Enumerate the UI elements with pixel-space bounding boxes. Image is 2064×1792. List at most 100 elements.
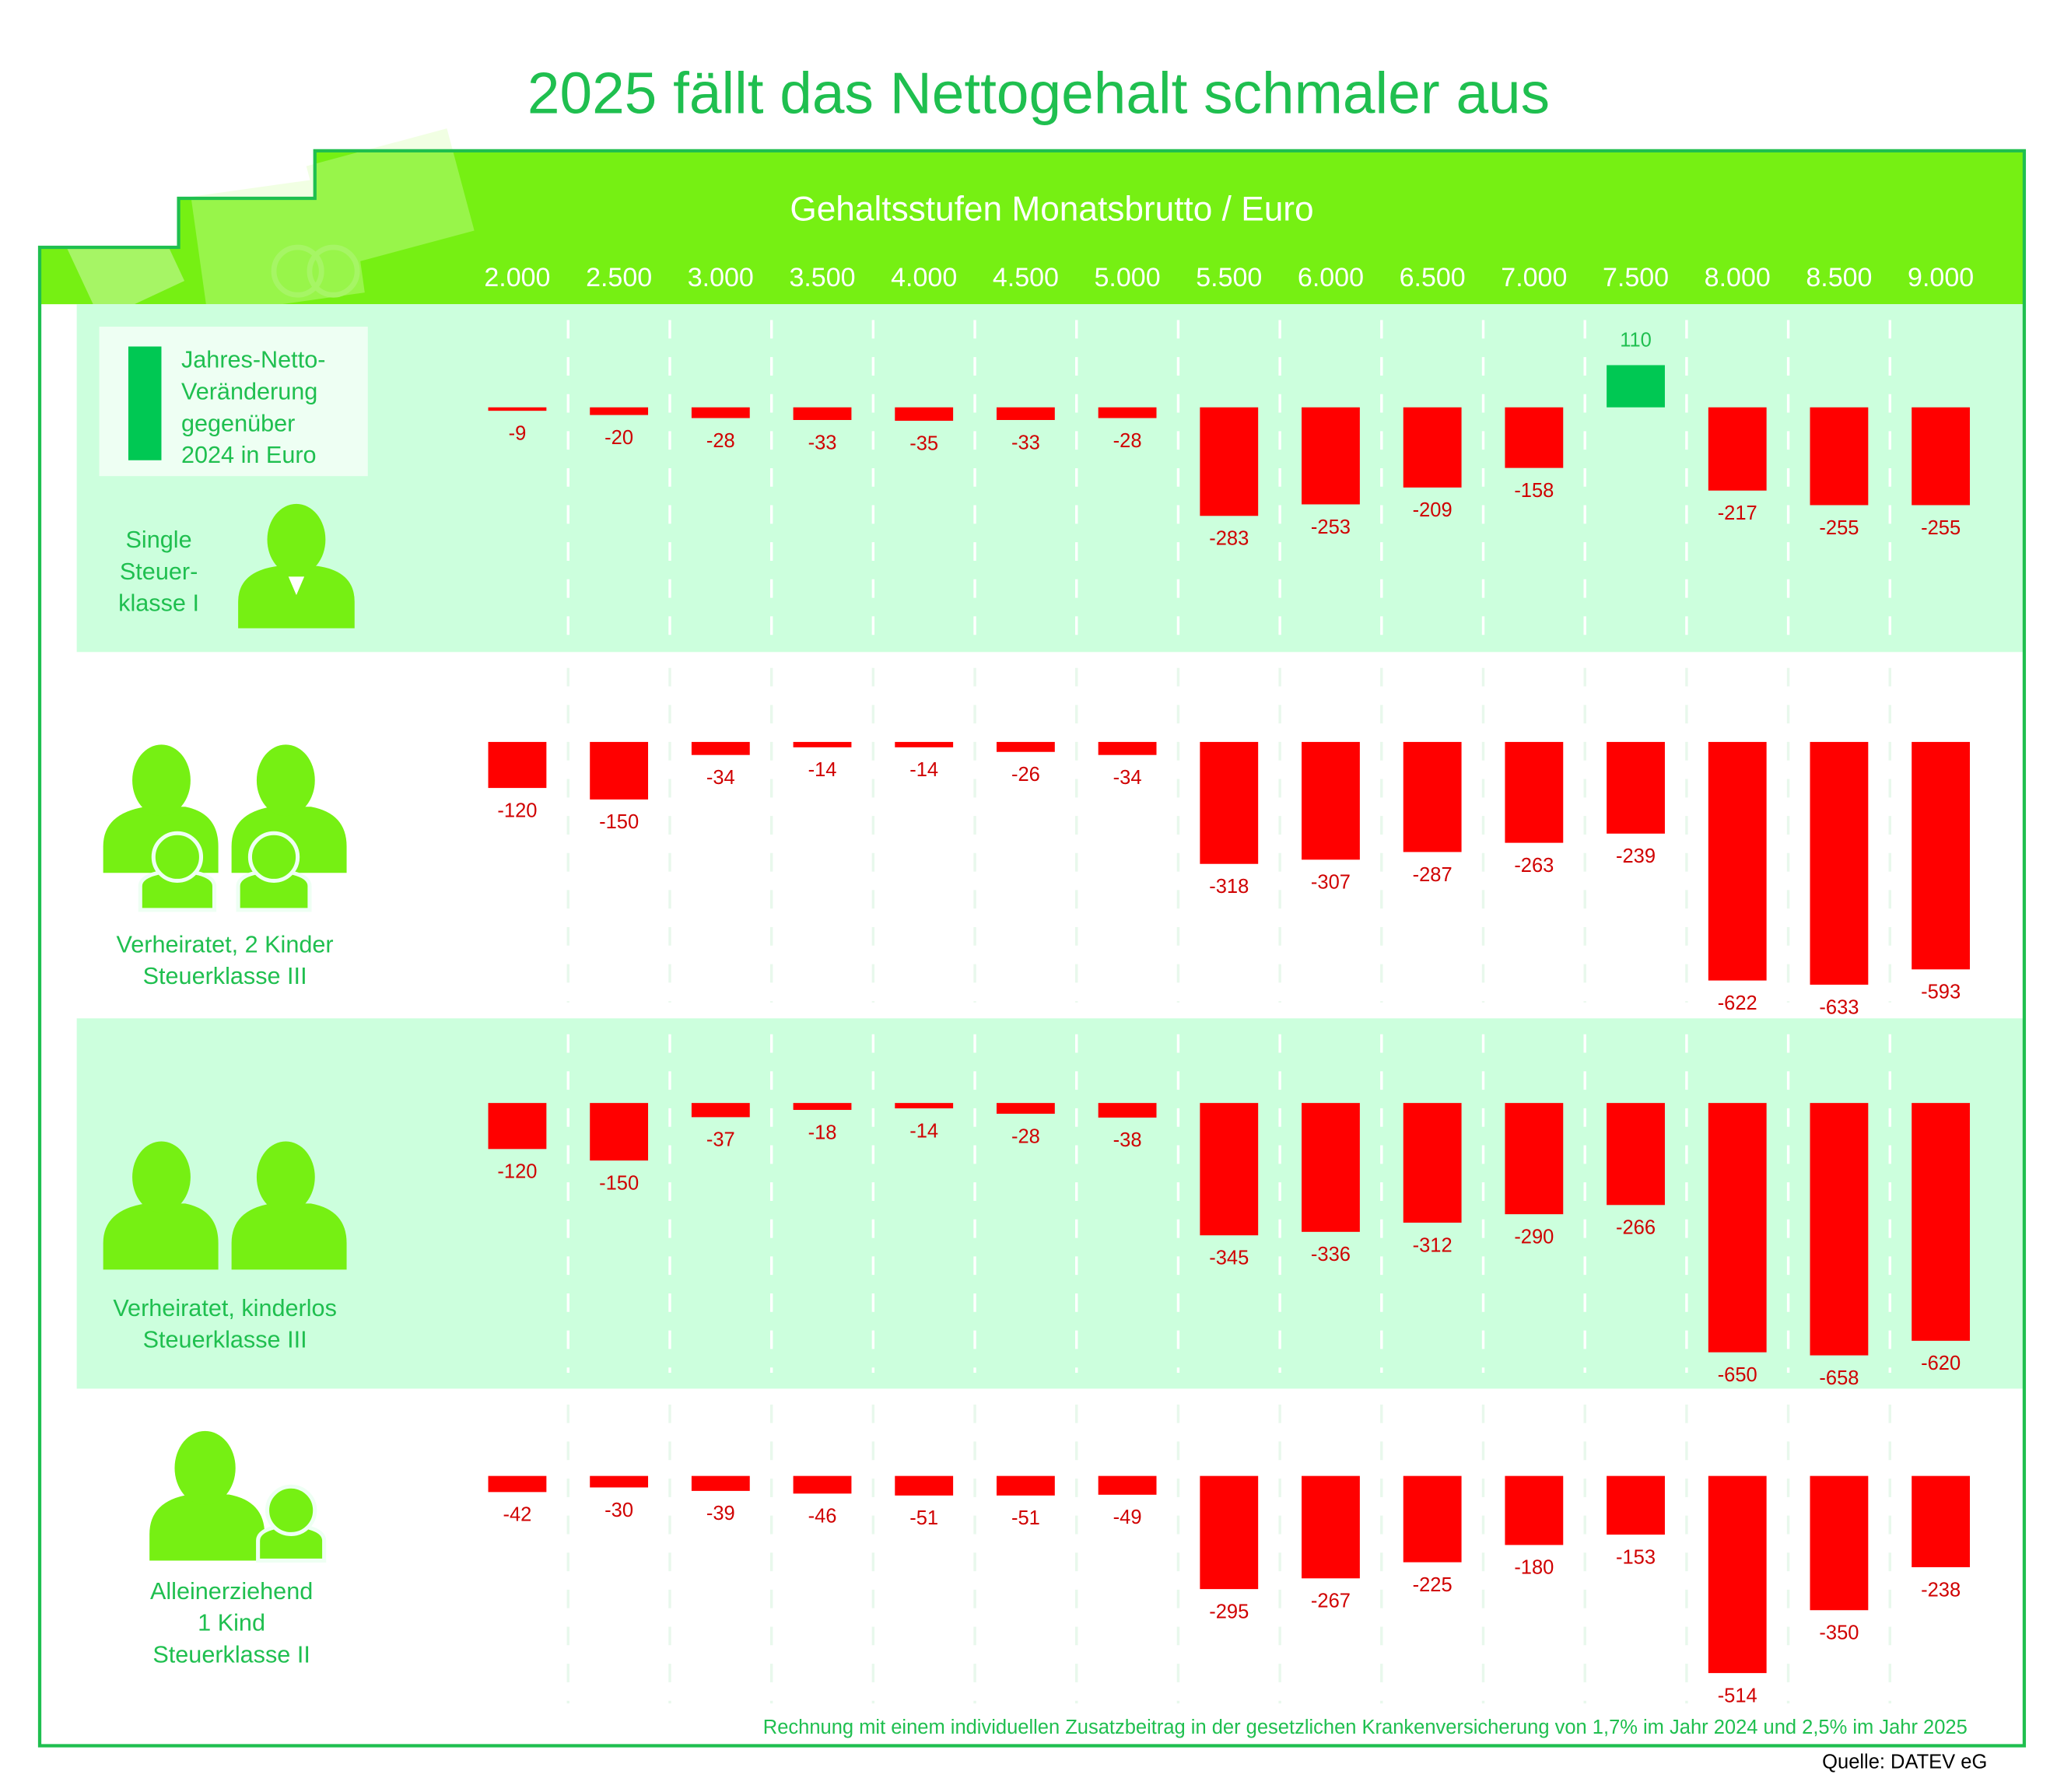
- x-tick-label: 2.000: [484, 263, 550, 292]
- bar: [996, 741, 1055, 752]
- x-tick-label: 6.000: [1298, 263, 1364, 292]
- frame: [37, 149, 2027, 1748]
- x-tick-label: 3.500: [789, 263, 855, 292]
- value-label: -312: [1413, 1234, 1453, 1256]
- bar: [1912, 407, 1971, 506]
- x-axis-title: Gehaltsstufen Monatsbrutto / Euro: [790, 191, 1313, 229]
- value-label: -180: [1514, 1557, 1554, 1579]
- x-tick-label: 3.000: [688, 263, 754, 292]
- value-label: -34: [706, 767, 735, 789]
- value-label: -209: [1413, 499, 1453, 521]
- value-label: -295: [1209, 1601, 1249, 1622]
- header-band: [40, 150, 2024, 305]
- x-tick-label: 5.000: [1095, 263, 1161, 292]
- value-label: -336: [1311, 1244, 1351, 1265]
- x-tick-label: 8.000: [1705, 263, 1771, 292]
- bar: [1810, 741, 1869, 985]
- value-label: -18: [808, 1122, 837, 1143]
- bar: [1810, 407, 1869, 506]
- value-label: -30: [604, 1500, 633, 1521]
- bar: [1708, 741, 1767, 981]
- bar: [488, 741, 547, 789]
- value-label: -350: [1819, 1622, 1859, 1644]
- value-label: -150: [599, 1172, 639, 1194]
- bar: [793, 1475, 852, 1494]
- icon-family: [103, 744, 347, 912]
- value-label: -283: [1209, 528, 1249, 550]
- bar: [1302, 1475, 1360, 1579]
- value-label: -255: [1819, 517, 1859, 539]
- bar: [1708, 1475, 1767, 1674]
- value-label: -217: [1718, 502, 1757, 524]
- bar: [895, 1475, 954, 1496]
- bar: [1912, 1103, 1971, 1341]
- bar: [1607, 365, 1665, 408]
- bar: [691, 741, 750, 755]
- value-label: -35: [909, 432, 938, 454]
- bar: [1200, 741, 1259, 864]
- legend-text: Jahres-Netto- Veränderung gegenüber 2024…: [180, 346, 326, 468]
- bar: [1200, 1103, 1259, 1236]
- value-label: -39: [706, 1503, 735, 1524]
- x-tick-label: 2.500: [586, 263, 652, 292]
- value-label: -46: [808, 1506, 837, 1528]
- value-label: -33: [1011, 432, 1040, 453]
- bar: [488, 407, 547, 411]
- bar: [895, 407, 954, 421]
- source: Quelle: DATEV eG: [1822, 1751, 1987, 1773]
- value-label: -42: [503, 1504, 532, 1526]
- value-label: -650: [1718, 1364, 1757, 1386]
- row-label: Verheiratet, 2 Kinder Steuerklasse III: [116, 931, 334, 989]
- bar: [1200, 1475, 1259, 1590]
- bar: [793, 1103, 852, 1111]
- value-label: -253: [1311, 516, 1351, 538]
- x-tick-label: 6.500: [1400, 263, 1466, 292]
- bar: [895, 1103, 954, 1109]
- bar: [590, 407, 649, 415]
- bar: [793, 407, 852, 420]
- bar: [590, 1475, 649, 1488]
- row-band: [76, 1018, 2024, 1389]
- footnote: Rechnung mit einem individuellen Zusatzb…: [763, 1717, 1968, 1738]
- value-label: -14: [909, 1120, 938, 1142]
- bar: [1607, 1103, 1665, 1206]
- bar: [996, 407, 1055, 420]
- bar: [1302, 741, 1360, 860]
- value-label: -267: [1311, 1591, 1351, 1612]
- bar: [1200, 407, 1259, 516]
- value-label: -51: [909, 1507, 938, 1529]
- value-label: -33: [808, 432, 837, 453]
- value-label: -14: [808, 759, 837, 781]
- bar: [488, 1103, 547, 1150]
- icon-couple: [103, 1141, 347, 1270]
- value-label: -38: [1113, 1129, 1142, 1151]
- value-label: -51: [1011, 1507, 1040, 1529]
- value-label: -287: [1413, 864, 1453, 886]
- x-tick-label: 9.000: [1908, 263, 1974, 292]
- bar: [1708, 407, 1767, 491]
- chart-title: 2025 fällt das Nettogehalt schmaler aus: [527, 61, 1550, 126]
- value-label: -28: [706, 430, 735, 452]
- value-label: -28: [1113, 430, 1142, 452]
- bar: [691, 1475, 750, 1491]
- value-label: -633: [1819, 996, 1859, 1018]
- bar: [793, 741, 852, 747]
- value-label: -120: [497, 800, 537, 821]
- bar: [488, 1475, 547, 1493]
- legend-swatch: [128, 346, 162, 460]
- value-label: -345: [1209, 1248, 1249, 1269]
- value-label: -14: [909, 759, 938, 781]
- value-label: -153: [1616, 1546, 1656, 1568]
- value-label: -150: [599, 811, 639, 833]
- x-tick-label: 8.500: [1806, 263, 1872, 292]
- bar: [1912, 1475, 1971, 1568]
- x-tick-label: 7.500: [1603, 263, 1669, 292]
- value-label: -318: [1209, 876, 1249, 898]
- value-label: -49: [1113, 1507, 1142, 1528]
- bar: [1302, 407, 1360, 505]
- value-label: -37: [706, 1129, 735, 1151]
- bar: [996, 1475, 1055, 1496]
- bar: [1403, 1103, 1462, 1223]
- bar: [590, 741, 649, 800]
